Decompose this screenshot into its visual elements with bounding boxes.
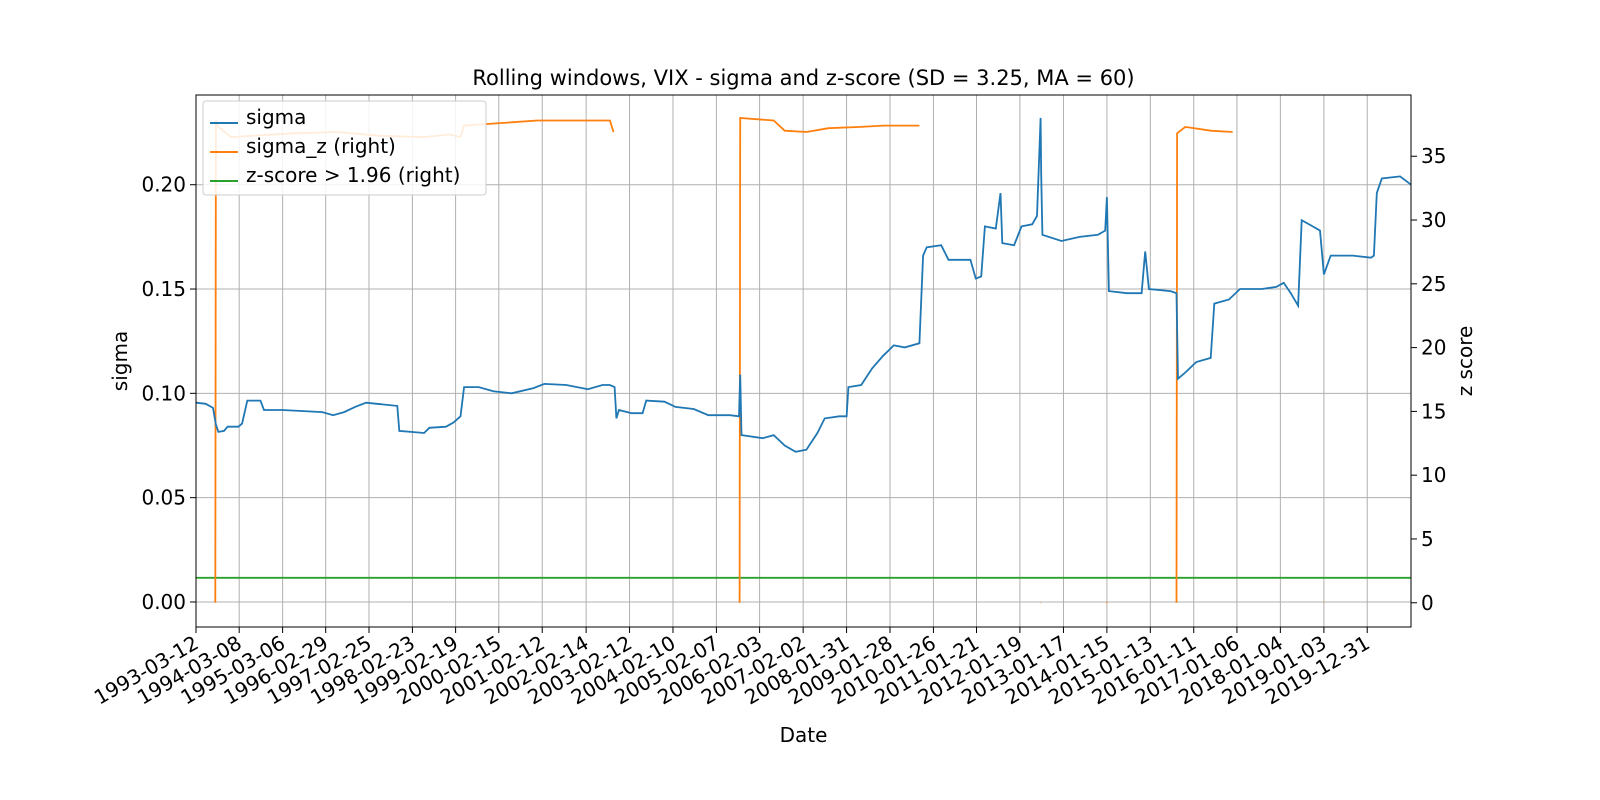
y-right-tick-label: 15 <box>1421 399 1446 423</box>
y-tick-label: 0.15 <box>141 277 186 301</box>
y-tick-label: 0.20 <box>141 173 186 197</box>
y-axis-right: 0 5 10 15 20 25 30 35 <box>1411 144 1446 615</box>
y-right-tick-label: 10 <box>1421 463 1446 487</box>
series-line-sigma-z-right <box>738 117 920 603</box>
legend-label: sigma <box>246 105 306 129</box>
x-axis: 1993-03-121994-03-081995-03-061996-02-29… <box>90 627 1374 709</box>
y-axis-right-label: z score <box>1453 326 1477 397</box>
y-tick-label: 0.10 <box>141 381 186 405</box>
y-axis-left: 0.00 0.05 0.10 0.15 0.20 <box>141 173 196 614</box>
chart-title: Rolling windows, VIX - sigma and z-score… <box>472 66 1134 90</box>
y-tick-label: 0.00 <box>141 590 186 614</box>
y-right-tick-label: 20 <box>1421 336 1446 360</box>
y-tick-label: 0.05 <box>141 486 186 510</box>
legend-label: z-score > 1.96 (right) <box>246 163 460 187</box>
y-axis-label: sigma <box>108 331 132 391</box>
legend-box <box>202 100 487 196</box>
y-right-tick-label: 5 <box>1421 527 1434 551</box>
y-right-tick-label: 25 <box>1421 272 1446 296</box>
x-axis-label: Date <box>780 723 828 747</box>
y-right-tick-label: 0 <box>1421 591 1434 615</box>
series-line-sigma-z-right <box>1175 125 1233 603</box>
legend-label: sigma_z (right) <box>246 134 396 158</box>
legend: sigma sigma_z (right) z-score > 1.96 (righ… <box>202 100 487 196</box>
y-right-tick-label: 30 <box>1421 208 1446 232</box>
y-right-tick-label: 35 <box>1421 144 1446 168</box>
series-line-sigma <box>195 117 1412 453</box>
